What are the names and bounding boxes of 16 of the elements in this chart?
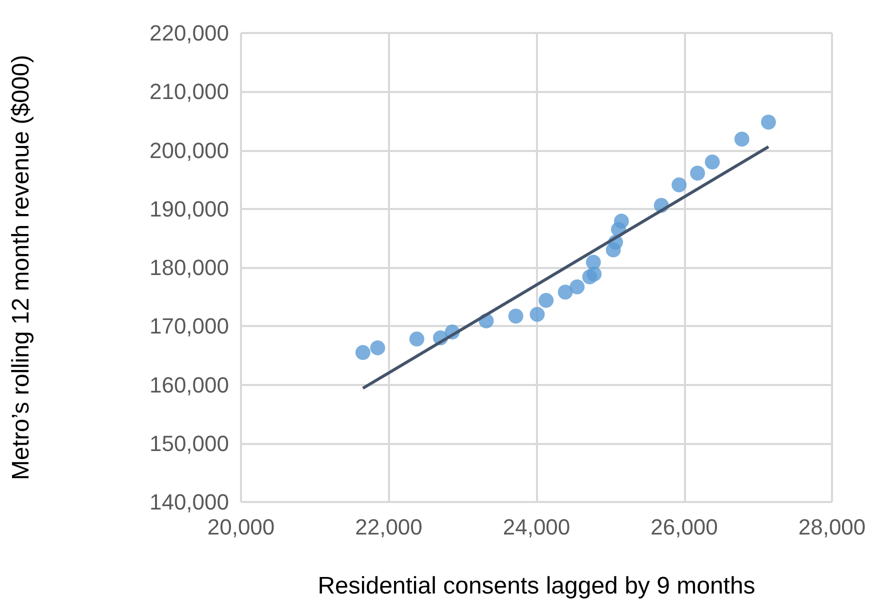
x-tick-label: 20,000: [207, 514, 275, 540]
y-tick-label: 150,000: [149, 430, 229, 456]
y-axis-title: Metro’s rolling 12 month revenue ($000): [8, 54, 34, 480]
x-tick-label: 24,000: [502, 514, 570, 540]
y-tick-label: 170,000: [149, 314, 229, 339]
y-tick-label: 190,000: [149, 196, 229, 222]
y-tick-label: 140,000: [149, 490, 229, 514]
y-tick-label: 210,000: [149, 79, 229, 104]
x-tick-label: 28,000: [798, 514, 866, 540]
y-tick-label: 160,000: [149, 372, 229, 398]
x-tick-label: 22,000: [355, 514, 422, 540]
x-axis-title: Residential consents lagged by 9 months: [318, 572, 756, 600]
y-tick-label: 180,000: [149, 255, 229, 280]
y-tick-label: 200,000: [149, 138, 229, 163]
x-tick-label: 26,000: [650, 514, 718, 540]
y-tick-label: 220,000: [149, 20, 229, 46]
